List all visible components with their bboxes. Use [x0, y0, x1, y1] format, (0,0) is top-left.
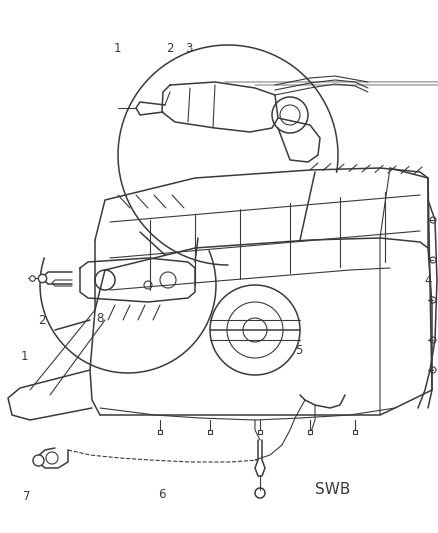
Text: 3: 3	[185, 42, 193, 54]
Text: 2: 2	[166, 42, 174, 54]
Text: SWB: SWB	[315, 482, 351, 497]
Text: 7: 7	[23, 490, 31, 504]
Text: 5: 5	[295, 344, 303, 358]
Text: 4: 4	[424, 274, 432, 287]
Text: 1: 1	[20, 351, 28, 364]
Text: 8: 8	[96, 312, 104, 326]
Text: 2: 2	[38, 313, 46, 327]
Text: 6: 6	[158, 489, 166, 502]
Text: 1: 1	[113, 42, 121, 54]
Polygon shape	[144, 281, 152, 289]
